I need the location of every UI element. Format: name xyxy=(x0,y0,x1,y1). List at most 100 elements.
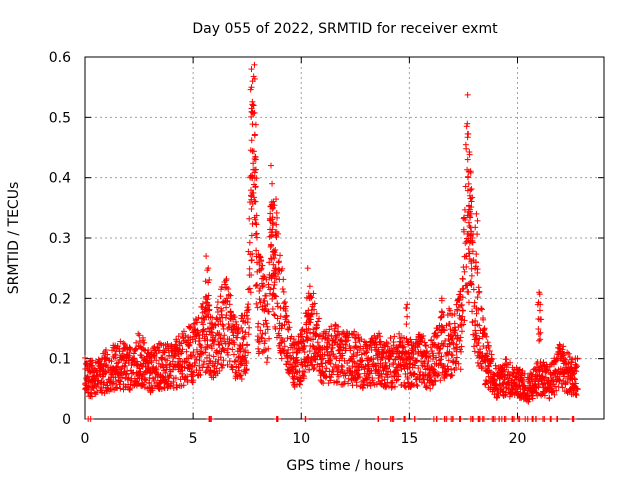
data-point xyxy=(120,340,127,347)
data-point xyxy=(464,91,471,98)
data-point xyxy=(243,366,250,373)
data-point xyxy=(190,369,197,376)
data-point-spike xyxy=(473,251,480,258)
data-point xyxy=(84,374,91,381)
data-point xyxy=(278,355,285,362)
data-point xyxy=(137,368,144,375)
data-point xyxy=(147,369,154,376)
data-point xyxy=(281,338,288,345)
data-point xyxy=(280,288,287,295)
data-point xyxy=(188,352,195,359)
data-point xyxy=(265,345,272,352)
y-tick-label: 0.3 xyxy=(49,231,71,247)
data-point xyxy=(260,275,267,282)
data-point xyxy=(275,270,282,277)
data-point xyxy=(247,289,254,296)
data-point xyxy=(99,367,106,374)
data-point xyxy=(263,276,270,283)
data-point xyxy=(267,210,274,217)
data-point xyxy=(121,341,128,348)
data-point xyxy=(209,329,216,336)
data-point-spike xyxy=(468,272,475,279)
data-point-spike xyxy=(269,180,276,187)
data-point xyxy=(267,286,274,293)
data-point xyxy=(149,385,156,392)
data-point xyxy=(176,355,183,362)
data-point xyxy=(190,377,197,384)
data-point xyxy=(259,283,266,290)
data-point xyxy=(301,349,308,356)
data-point xyxy=(195,329,202,336)
data-point xyxy=(305,335,312,342)
data-point xyxy=(297,375,304,382)
data-point-spike xyxy=(267,162,274,169)
data-point-spike xyxy=(535,331,542,338)
data-point xyxy=(191,320,198,327)
data-point xyxy=(223,304,230,311)
data-point xyxy=(157,340,164,347)
data-point xyxy=(465,288,472,295)
data-point xyxy=(206,352,213,359)
x-tick-label: 0 xyxy=(81,431,90,447)
data-point xyxy=(245,349,252,356)
data-point-spike xyxy=(465,180,472,187)
data-point xyxy=(475,289,482,296)
data-point xyxy=(226,358,233,365)
data-point xyxy=(216,367,223,374)
data-point-zero xyxy=(449,416,456,422)
data-point xyxy=(271,248,278,255)
data-point xyxy=(166,352,173,359)
data-point-zero xyxy=(302,416,309,422)
data-point xyxy=(300,338,307,345)
data-point xyxy=(310,336,317,343)
data-point-spike xyxy=(537,336,544,343)
data-point xyxy=(246,285,253,292)
data-point xyxy=(253,221,260,228)
data-point xyxy=(175,333,182,340)
data-point xyxy=(242,352,249,359)
data-point xyxy=(307,359,314,366)
data-point xyxy=(298,334,305,341)
x-axis-label: GPS time / hours xyxy=(286,458,403,474)
data-point xyxy=(198,344,205,351)
data-point xyxy=(257,299,264,306)
data-point-spike xyxy=(206,276,213,283)
data-point xyxy=(255,320,262,327)
data-point-zero xyxy=(490,416,497,422)
data-point xyxy=(285,319,292,326)
data-point xyxy=(232,318,239,325)
data-point xyxy=(235,364,242,371)
data-point xyxy=(217,354,224,361)
data-point-zero xyxy=(274,416,281,422)
y-tick-label: 0.6 xyxy=(49,50,71,66)
data-point xyxy=(465,299,472,306)
data-point xyxy=(136,332,143,339)
data-point xyxy=(172,374,179,381)
data-point xyxy=(254,333,261,340)
data-point xyxy=(277,313,284,320)
data-point xyxy=(104,351,111,358)
data-point-zero xyxy=(469,416,476,422)
data-point xyxy=(153,366,160,373)
data-point xyxy=(470,343,477,350)
data-point xyxy=(256,348,263,355)
data-point xyxy=(229,346,236,353)
data-point xyxy=(503,356,510,363)
data-point xyxy=(192,360,199,367)
data-point-spike xyxy=(251,132,258,139)
data-point xyxy=(172,341,179,348)
data-point xyxy=(258,335,265,342)
data-point xyxy=(244,341,251,348)
data-point xyxy=(278,339,285,346)
data-point xyxy=(219,362,226,369)
data-point xyxy=(311,306,318,313)
data-point-zero xyxy=(457,416,464,422)
data-point xyxy=(246,265,253,272)
data-point xyxy=(309,342,316,349)
data-point xyxy=(230,351,237,358)
data-point xyxy=(82,381,89,388)
data-point xyxy=(310,366,317,373)
data-point xyxy=(170,384,177,391)
data-point xyxy=(239,328,246,335)
data-point-zero xyxy=(207,416,214,422)
